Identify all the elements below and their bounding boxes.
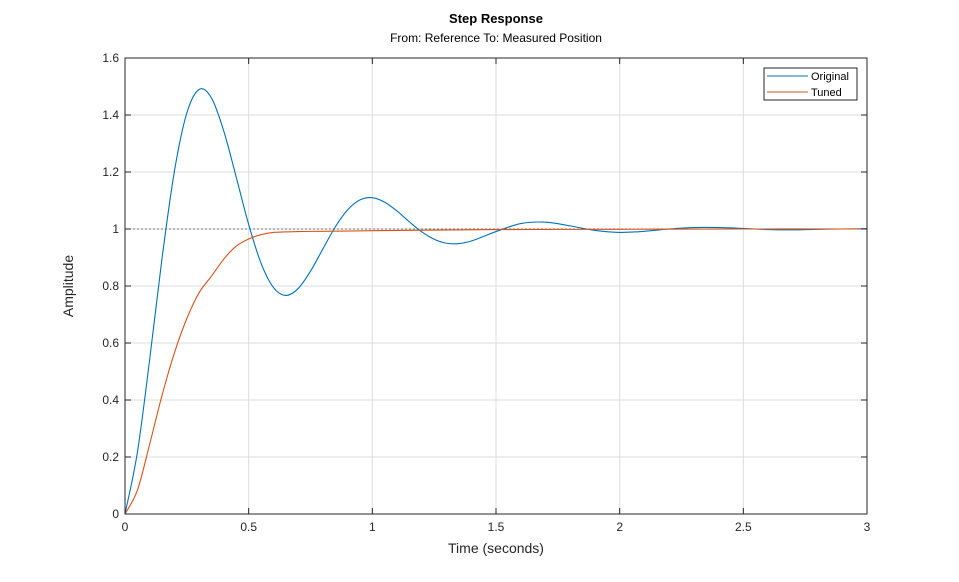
- y-axis-label: Amplitude: [60, 255, 76, 317]
- x-axis-label: Time (seconds): [448, 540, 544, 556]
- x-tick-label: 2.5: [735, 520, 752, 534]
- y-tick-label: 0.6: [102, 336, 119, 350]
- x-tick-label: 2: [616, 520, 623, 534]
- legend-label-original: Original: [811, 71, 849, 83]
- y-tick-label: 1.4: [102, 108, 119, 122]
- y-tick-label: 0.4: [102, 393, 119, 407]
- x-tick-label: 3: [864, 520, 871, 534]
- legend: Original Tuned: [763, 67, 858, 101]
- y-tick-label: 0: [112, 507, 119, 521]
- y-tick-label: 0.2: [102, 450, 119, 464]
- chart-title: Step Response: [449, 11, 543, 26]
- x-tick-label: 1: [369, 520, 376, 534]
- x-tick-label: 0: [122, 520, 129, 534]
- ticks: 0 0.5 1 1.5 2 2.5 3 0 0.2 0.4 0.6 0.8 1 1.2 1.4 1.6: [102, 51, 870, 534]
- y-tick-label: 1.6: [102, 51, 119, 65]
- x-tick-label: 1.5: [488, 520, 505, 534]
- y-tick-label: 1.2: [102, 165, 119, 179]
- y-tick-label: 0.8: [102, 279, 119, 293]
- legend-box: [763, 67, 858, 101]
- series-line-tuned: [124, 228, 868, 515]
- grid: [125, 58, 867, 514]
- chart-subtitle: From: Reference To: Measured Position: [390, 31, 602, 45]
- legend-label-tuned: Tuned: [811, 87, 842, 99]
- y-tick-label: 1: [112, 222, 119, 236]
- series-group: [124, 88, 868, 515]
- x-tick-label: 0.5: [240, 520, 257, 534]
- series-line-original: [124, 88, 868, 515]
